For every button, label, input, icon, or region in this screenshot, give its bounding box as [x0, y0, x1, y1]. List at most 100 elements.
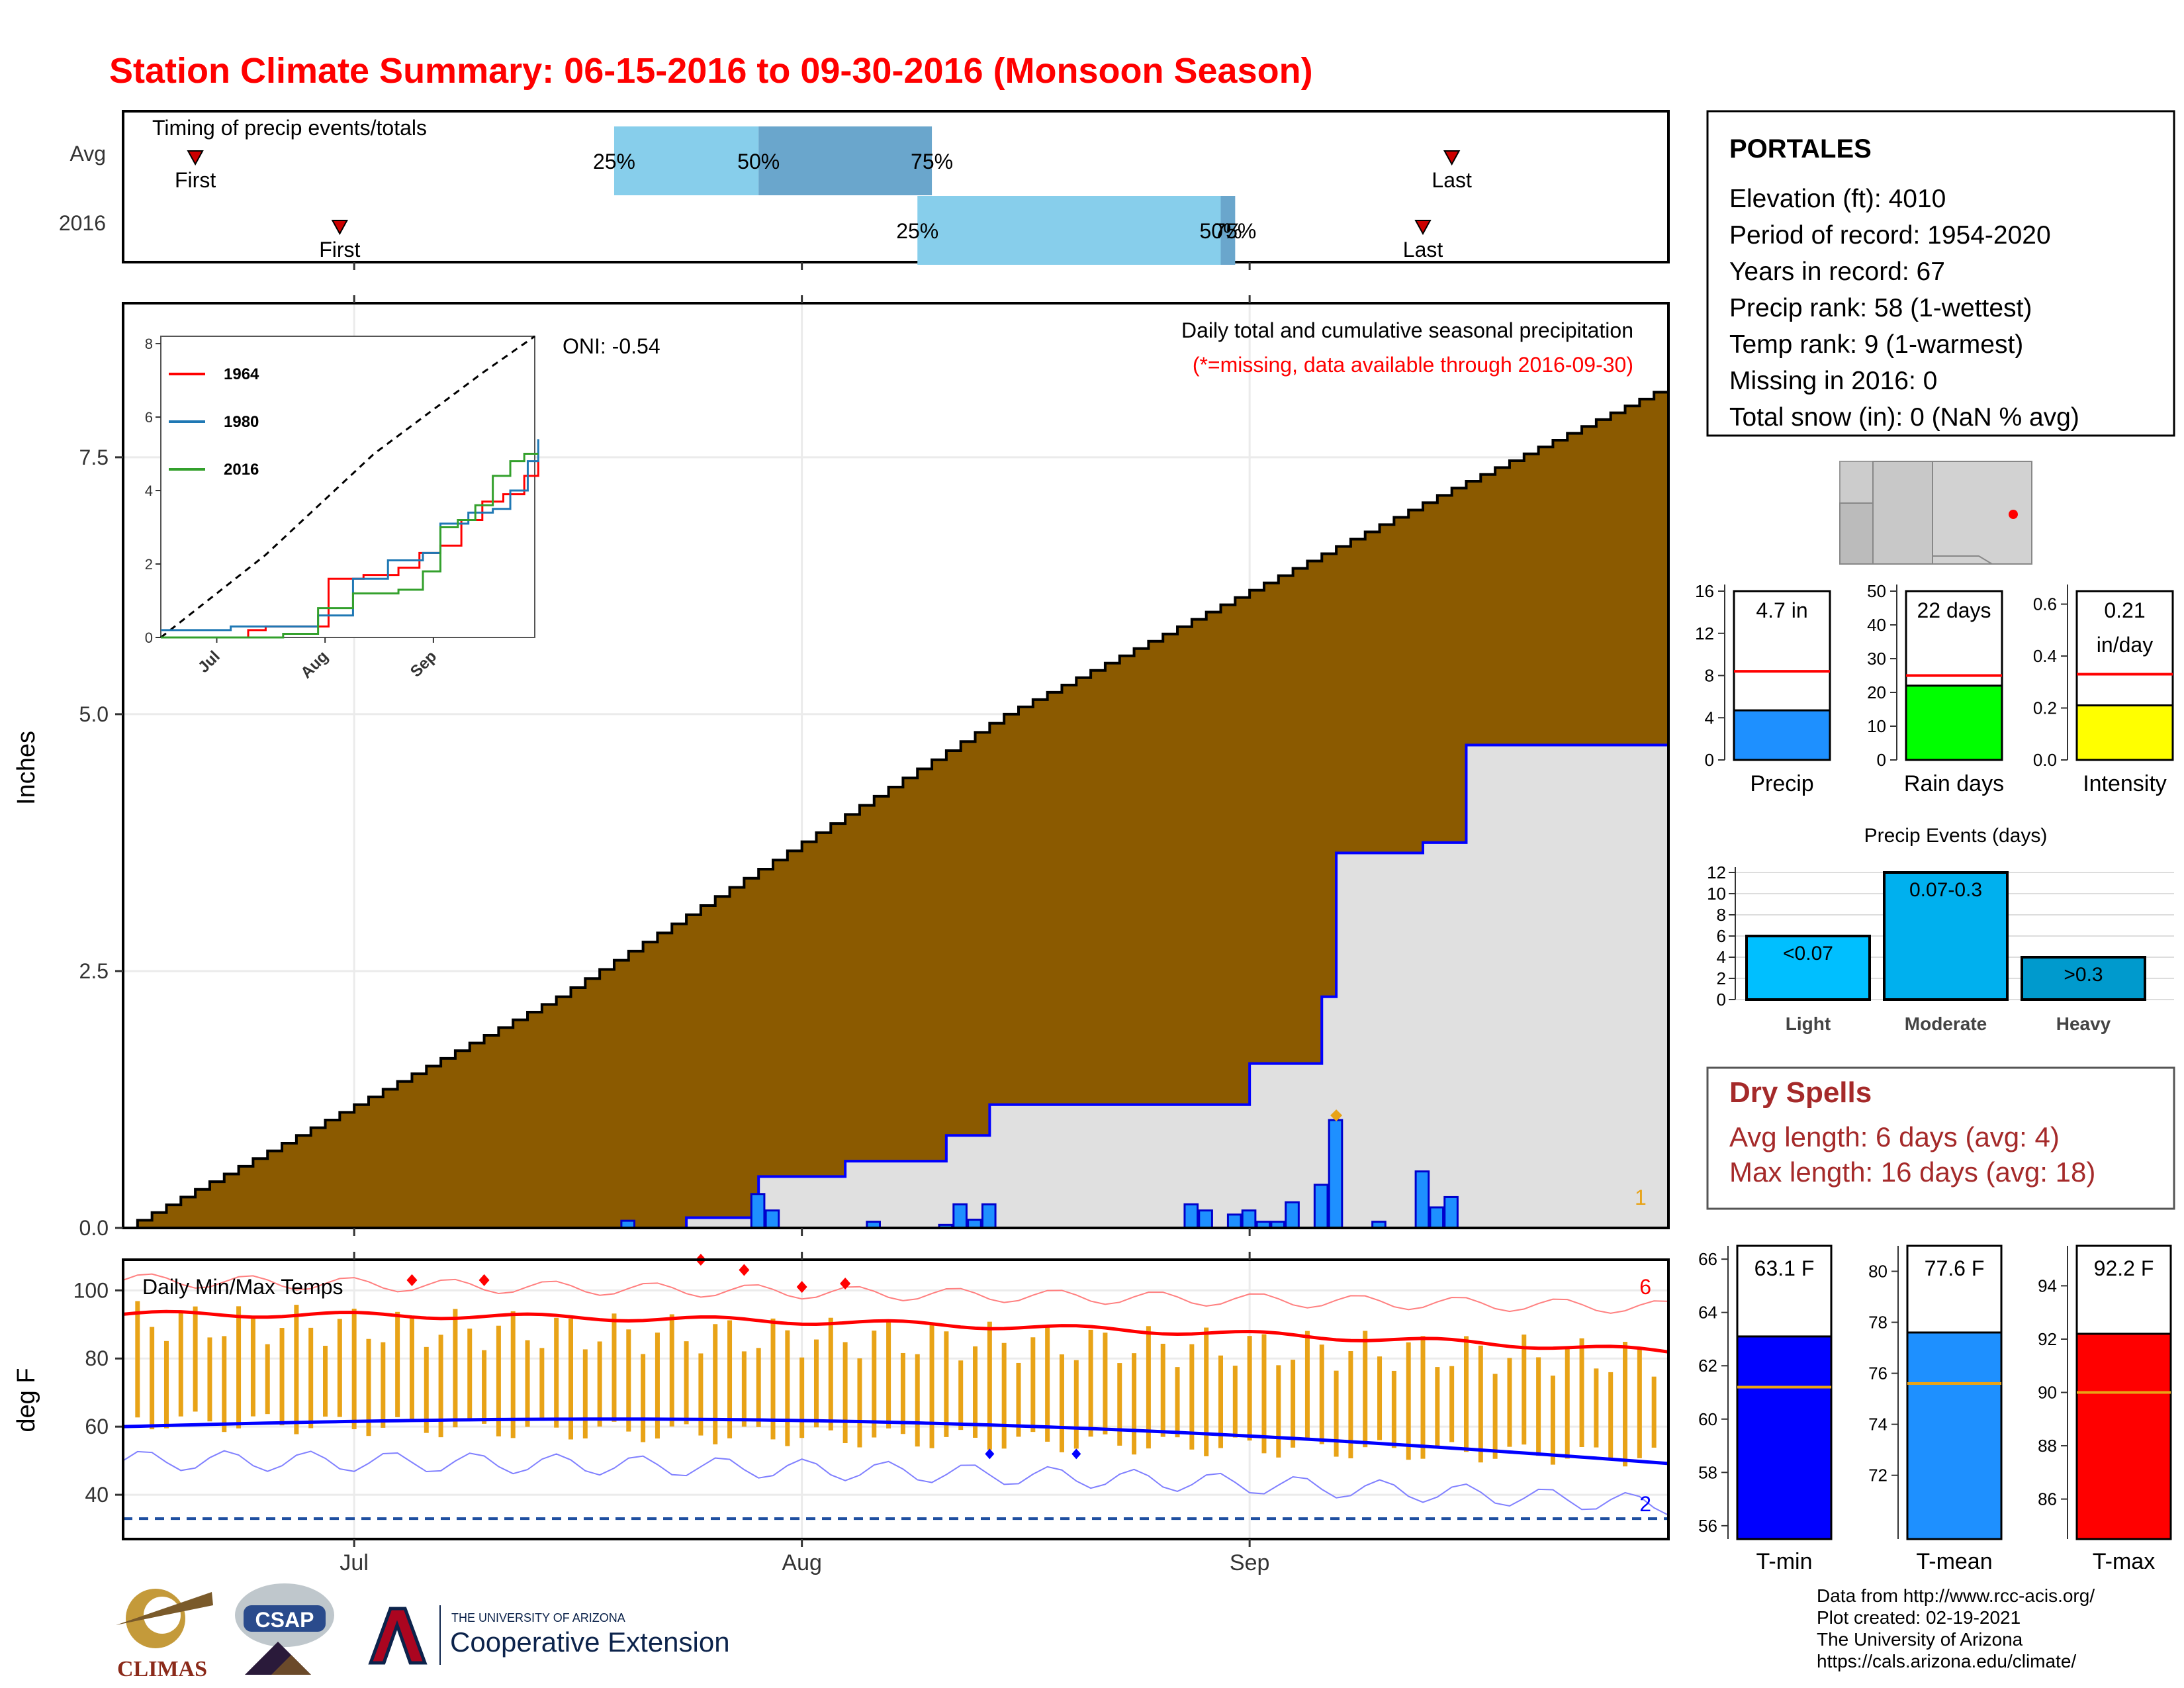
seasonal-totals-bars: 0 4 8 12 16 4.7 in Precip 0 10 20 30 40 50 22 days Rai…	[1695, 581, 2174, 796]
credit-line: https://cals.arizona.edu/climate/	[1817, 1651, 2076, 1671]
daily-temp-bar	[886, 1322, 891, 1429]
daily-precip-bar	[1313, 1184, 1329, 1229]
timing-p25-label: 25%	[593, 150, 635, 173]
daily-temp-bar	[381, 1342, 386, 1428]
mini-bar-value-unit: in/day	[2097, 633, 2153, 657]
daily-temp-bar	[872, 1331, 877, 1438]
daily-precip-bar	[952, 1203, 968, 1229]
inset-y-tick-label: 4	[145, 483, 153, 499]
daily-precip-bar	[764, 1209, 780, 1229]
last-event-marker	[1443, 150, 1461, 166]
temp-bar-tick-label: 92	[2038, 1329, 2057, 1349]
precip-annotation-missing: (*=missing, data available through 2016-…	[1193, 353, 1633, 377]
avg-min-temp-line	[122, 1417, 1669, 1466]
first-event-label: First	[175, 168, 216, 192]
first-event-label: First	[319, 238, 360, 261]
mini-bar-value: 4.7 in	[1756, 598, 1807, 622]
temp-min-count: 2	[1639, 1492, 1651, 1516]
record-max-line	[122, 1273, 1669, 1314]
daily-temp-bar	[1276, 1365, 1281, 1458]
mini-bar-tick-label: 0.0	[2033, 750, 2057, 770]
timing-row-2016: 2016	[59, 211, 106, 235]
ua-logo-big-text: Cooperative Extension	[450, 1626, 730, 1658]
daily-temp-bar	[1420, 1336, 1426, 1459]
events-tick-label: 0	[1717, 990, 1726, 1009]
temp-y-tick-label: 40	[85, 1483, 109, 1507]
temp-label: Daily Min/Max Temps	[142, 1275, 343, 1299]
location-map	[1839, 461, 2032, 565]
temp-bar-tick-label: 88	[2038, 1436, 2057, 1456]
events-bar-label: >0.3	[2064, 964, 2103, 986]
timing-bar-upper-half	[758, 126, 933, 195]
daily-temp-bar	[135, 1301, 140, 1418]
y-tick-label: 0.0	[79, 1216, 109, 1240]
daily-temp-bar	[525, 1340, 530, 1427]
daily-temp-bar	[250, 1316, 255, 1417]
daily-temp-bar	[669, 1314, 674, 1427]
daily-temp-bar	[236, 1306, 242, 1429]
last-event-label: Last	[1432, 168, 1472, 192]
temp-frame	[122, 1258, 1670, 1540]
daily-temp-bar	[193, 1306, 198, 1412]
daily-temp-bar	[1463, 1336, 1469, 1452]
daily-temp-bar	[1594, 1368, 1599, 1448]
month-label-jul: Jul	[340, 1550, 368, 1575]
precip-ylabel: Inches	[13, 731, 40, 805]
dry-spells-avg: Avg length: 6 days (avg: 4)	[1729, 1121, 2060, 1152]
station-info-line: Precip rank: 58 (1-wettest)	[1729, 294, 2032, 322]
daily-temp-bar	[813, 1339, 819, 1428]
month-label-aug: Aug	[782, 1550, 822, 1575]
daily-temp-bar	[409, 1317, 414, 1421]
daily-temp-bar	[698, 1353, 704, 1436]
daily-temp-bar	[496, 1325, 501, 1436]
station-location-marker	[2009, 510, 2018, 519]
page-title: Station Climate Summary: 06-15-2016 to 0…	[109, 51, 1313, 91]
mini-bar-tick-label: 4	[1705, 708, 1714, 727]
temp-bar-tick-label: 78	[1868, 1313, 1888, 1333]
daily-temp-bar	[323, 1346, 328, 1417]
daily-temp-bar	[1016, 1362, 1021, 1437]
timing-p25-label: 25%	[896, 219, 938, 243]
y-tick-label: 2.5	[79, 959, 109, 983]
temperature-bars: 56 58 60 62 64 66 63.1 F T-min 72 74 76 78 80 77.6 F T…	[1698, 1244, 2172, 1574]
daily-temp-bar	[510, 1311, 516, 1438]
mini-bar-tick-label: 0.2	[2033, 698, 2057, 718]
daily-precip-bar	[750, 1193, 766, 1229]
daily-temp-bar	[958, 1360, 964, 1430]
daily-temp-bar	[756, 1348, 761, 1427]
inset-legend-label: 2016	[224, 461, 259, 479]
mini-bar-tick-label: 0.6	[2033, 594, 2057, 614]
mini-bar-tick-label: 10	[1867, 716, 1886, 736]
temp-bar-label: T-mean	[1916, 1549, 1992, 1574]
dry-spells-title: Dry Spells	[1729, 1076, 1872, 1109]
mini-bar-tick-label: 12	[1695, 624, 1714, 643]
daily-temp-bar	[1536, 1357, 1541, 1456]
daily-temp-bar	[741, 1351, 747, 1427]
daily-temp-bar	[1492, 1374, 1498, 1459]
daily-temp-bar	[1059, 1354, 1064, 1452]
daily-temp-bar	[366, 1338, 371, 1436]
station-info-line: Years in record: 67	[1729, 258, 1945, 286]
dry-spells-frame	[1706, 1066, 2175, 1210]
mini-bar-tick-label: 0.4	[2033, 646, 2057, 666]
events-bar	[1883, 871, 2009, 1001]
precip-panel: Inches Daily total and cumulative season…	[13, 262, 1670, 1240]
events-title: Precip Events (days)	[1864, 825, 2048, 847]
y-tick-label: 7.5	[79, 445, 109, 469]
timing-bar-lower-half	[614, 126, 759, 195]
daily-precip-bar	[1429, 1206, 1445, 1229]
daily-temp-bar	[915, 1354, 920, 1447]
mini-bar-tick-label: 8	[1705, 666, 1714, 686]
credit-line: Plot created: 02-19-2021	[1817, 1607, 2021, 1628]
precip-frame	[122, 302, 1670, 1229]
daily-temp-bar	[1304, 1331, 1310, 1439]
temp-y-tick-label: 60	[85, 1415, 109, 1438]
station-frame	[1706, 110, 2175, 437]
station-name: PORTALES	[1729, 134, 1872, 164]
record-high-marker	[406, 1274, 418, 1286]
daily-temp-bar	[1348, 1351, 1353, 1459]
temp-bar-tick-label: 60	[1698, 1409, 1717, 1429]
events-bar	[1745, 935, 1871, 1001]
temp-bar-tick-label: 58	[1698, 1462, 1717, 1482]
